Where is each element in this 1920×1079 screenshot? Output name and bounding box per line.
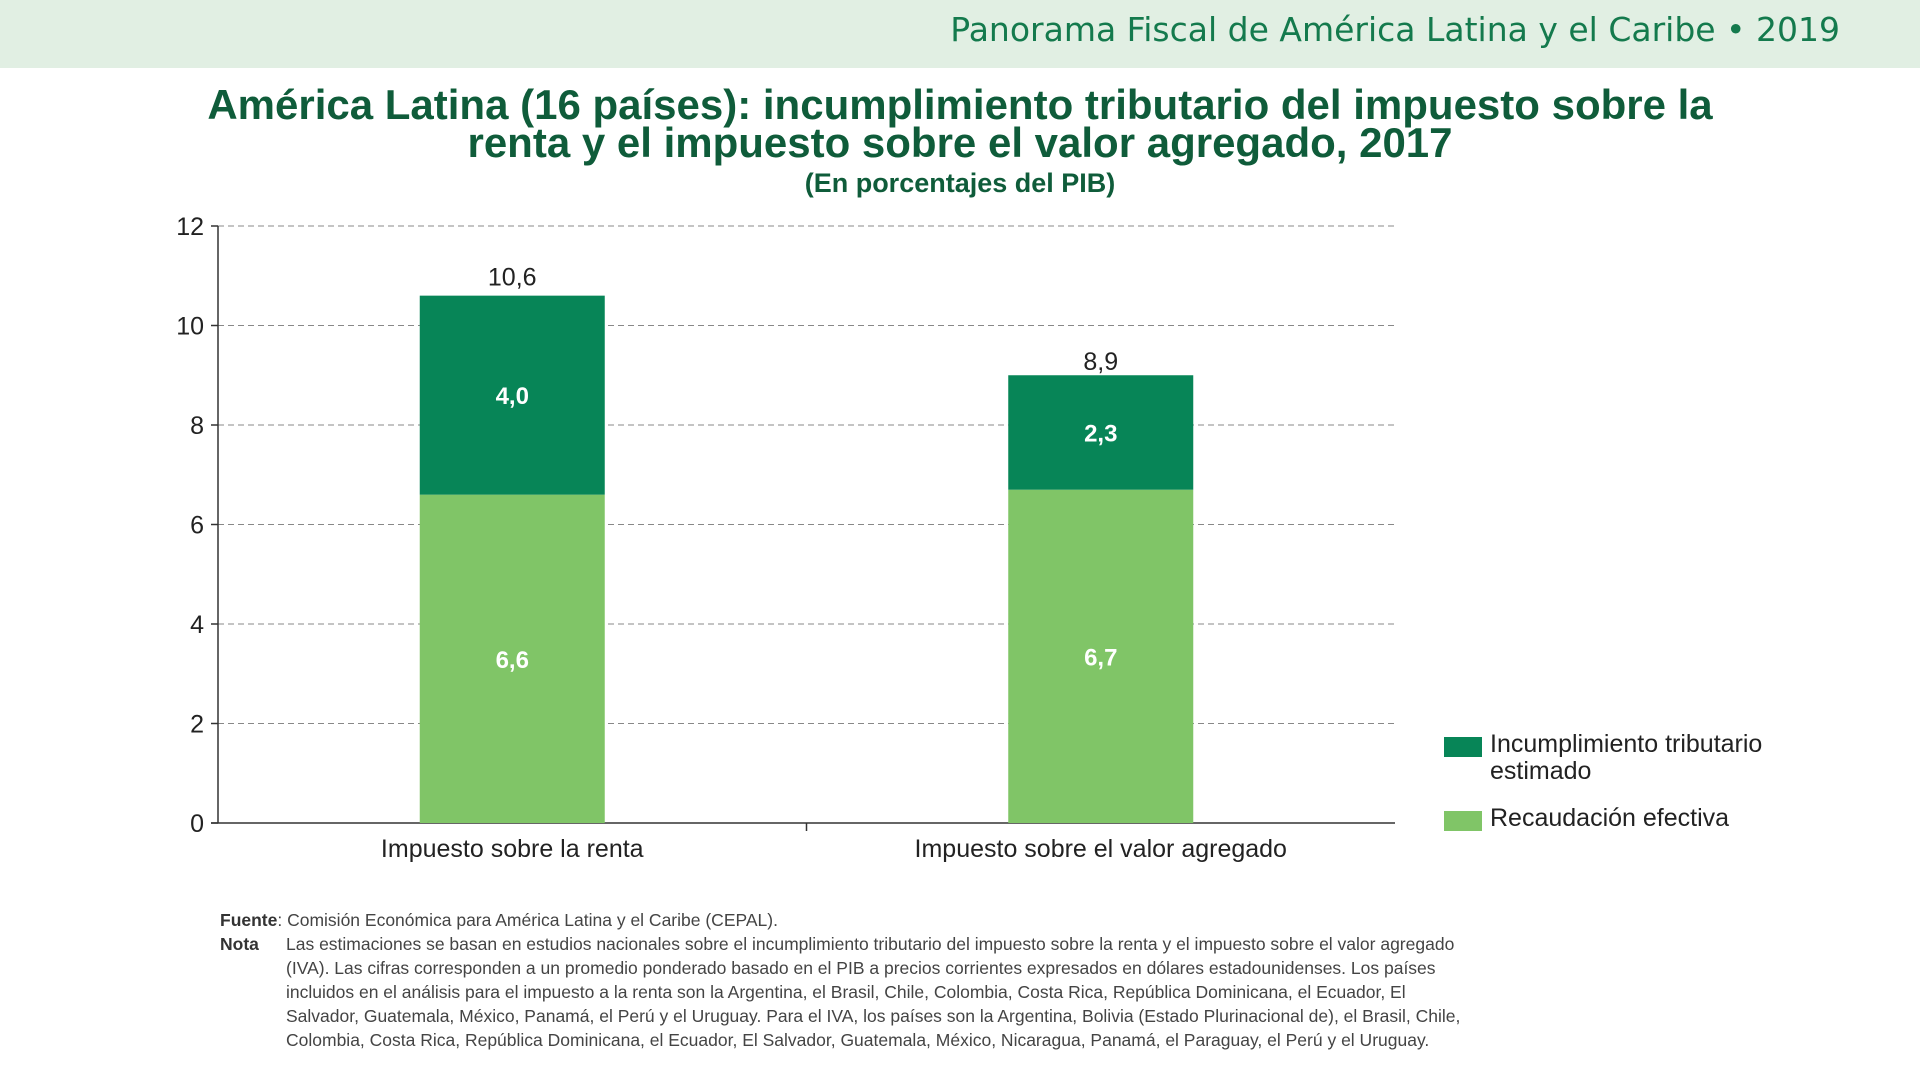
y-tick-label: 12 — [176, 213, 204, 241]
note-label: Nota — [220, 934, 259, 954]
y-tick-label: 6 — [190, 512, 204, 540]
chart-legend: Incumplimiento tributario estimado Recau… — [1444, 731, 1844, 852]
x-category-label: Impuesto sobre la renta — [381, 835, 644, 863]
bar-value-label: 6,7 — [1084, 644, 1117, 671]
bar-segment — [419, 295, 605, 495]
y-tick-label: 4 — [190, 611, 204, 639]
bar-total-label: 8,9 — [1083, 348, 1118, 376]
x-category-label: Impuesto sobre el valor agregado — [915, 835, 1287, 863]
legend-swatch-incumplimiento — [1444, 737, 1482, 757]
bar-total-label: 10,6 — [488, 264, 537, 292]
bar-value-label: 6,6 — [496, 647, 529, 674]
legend-item-incumplimiento: Incumplimiento tributario estimado — [1444, 731, 1844, 785]
bar-segment — [419, 494, 605, 823]
bar-value-label: 2,3 — [1084, 420, 1117, 447]
legend-swatch-recaudacion — [1444, 811, 1482, 831]
bar-segment — [1008, 489, 1194, 823]
source-label: Fuente — [220, 910, 278, 930]
note-line: Nota Las estimaciones se basan en estudi… — [220, 932, 1480, 1052]
y-tick-label: 2 — [190, 711, 204, 739]
bar-segment — [1008, 375, 1194, 490]
source-line: Fuente: Comisión Económica para América … — [220, 908, 1480, 932]
y-tick-label: 8 — [190, 412, 204, 440]
y-tick-label: 0 — [190, 810, 204, 838]
chart-notes: Fuente: Comisión Económica para América … — [220, 908, 1480, 1052]
chart-subtitle: (En porcentajes del PIB) — [804, 168, 1116, 198]
legend-label-recaudacion: Recaudación efectiva — [1490, 804, 1730, 832]
publication-title: Panorama Fiscal de América Latina y el C… — [950, 10, 1840, 49]
note-text: Las estimaciones se basan en estudios na… — [286, 934, 1461, 1050]
source-text: : Comisión Económica para América Latina… — [277, 910, 778, 930]
chart-title: América Latina (16 países): incumplimien… — [207, 81, 1713, 166]
chart-title-block: América Latina (16 países): incumplimien… — [0, 81, 1920, 199]
header-bar: Panorama Fiscal de América Latina y el C… — [0, 0, 1920, 68]
legend-label-incumplimiento: Incumplimiento tributario estimado — [1490, 730, 1763, 785]
legend-item-recaudacion: Recaudación efectiva — [1444, 805, 1844, 832]
bar-value-label: 4,0 — [496, 383, 529, 410]
y-tick-label: 10 — [176, 313, 204, 341]
